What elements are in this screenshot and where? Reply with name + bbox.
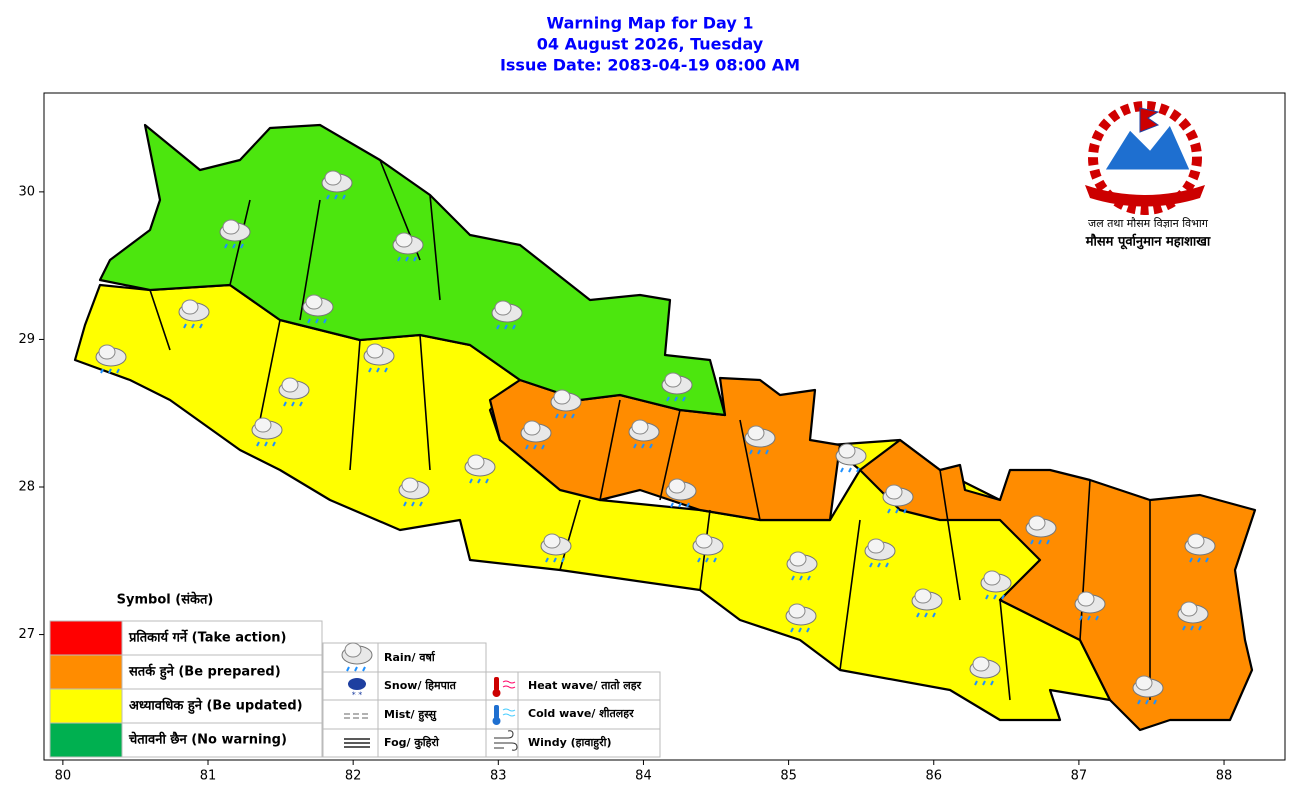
legend-swatch — [49, 722, 123, 758]
x-tick-label: 84 — [635, 769, 652, 784]
x-tick-label: 86 — [925, 769, 942, 784]
symbol-grid — [323, 643, 660, 757]
axes: 80 81 82 83 84 85 86 87 88 27 28 29 30 — [18, 184, 1232, 783]
legend-label: सतर्क हुने (Be prepared) — [128, 664, 281, 681]
windy-icon — [494, 730, 518, 751]
symbol-box — [485, 671, 661, 758]
district-borders — [149, 159, 1151, 701]
x-tick-label: 85 — [780, 769, 797, 784]
department-name: जल तथा मौसम विज्ञान विभाग — [1088, 217, 1209, 230]
legend-title: Symbol (संकेत) — [117, 592, 214, 608]
emblem — [1085, 101, 1205, 215]
legend-levels: प्रतिकार्य गर्ने (Take action) सतर्क हुने… — [49, 620, 323, 758]
legend-label: प्रतिकार्य गर्ने (Take action) — [128, 630, 286, 646]
svg-text:* *: * * — [352, 691, 363, 700]
map-regions — [73, 123, 1257, 732]
x-tick-label: 82 — [345, 769, 362, 784]
symbol-label: Fog/ कुहिरो — [384, 735, 440, 750]
division-name: मौसम पूर्वानुमान महाशाखा — [1085, 234, 1211, 250]
title-line: 04 August 2026, Tuesday — [537, 35, 764, 54]
symbol-label: Cold wave/ शीतलहर — [528, 706, 634, 720]
x-tick-label: 83 — [490, 769, 507, 784]
y-tick-label: 27 — [18, 627, 35, 642]
legend-swatch — [49, 654, 123, 690]
symbol-label: Windy (हावाहुरी) — [528, 735, 612, 750]
mist-icon — [344, 713, 368, 719]
legend-label: अध्यावधिक हुने (Be updated) — [129, 698, 303, 715]
y-tick-label: 29 — [18, 332, 35, 347]
symbol-label: Heat wave/ तातो लहर — [528, 678, 642, 692]
title-line: Issue Date: 2083-04-19 08:00 AM — [500, 56, 800, 75]
legend-cell — [121, 722, 323, 758]
x-tick-label: 88 — [1216, 769, 1233, 784]
region — [858, 438, 1257, 732]
y-tick-label: 30 — [18, 184, 35, 199]
legend-label: चेतावनी छैन (No warning) — [128, 732, 287, 748]
snow-icon: * * — [348, 678, 366, 700]
fog-icon — [344, 738, 370, 748]
cold-wave-icon — [492, 705, 516, 725]
heat-wave-icon — [492, 677, 516, 697]
title-line: Warning Map for Day 1 — [547, 14, 754, 33]
symbol-label: Snow/ हिमपात — [384, 678, 457, 692]
legend-swatch — [49, 620, 123, 656]
y-tick-label: 28 — [18, 480, 35, 495]
legend-swatch — [49, 688, 123, 724]
x-tick-label: 87 — [1071, 769, 1088, 784]
symbol-label: Mist/ हुस्सु — [384, 708, 437, 722]
x-tick-label: 81 — [200, 769, 217, 784]
x-tick-label: 80 — [55, 769, 72, 784]
symbol-label: Rain/ वर्षा — [384, 650, 436, 664]
